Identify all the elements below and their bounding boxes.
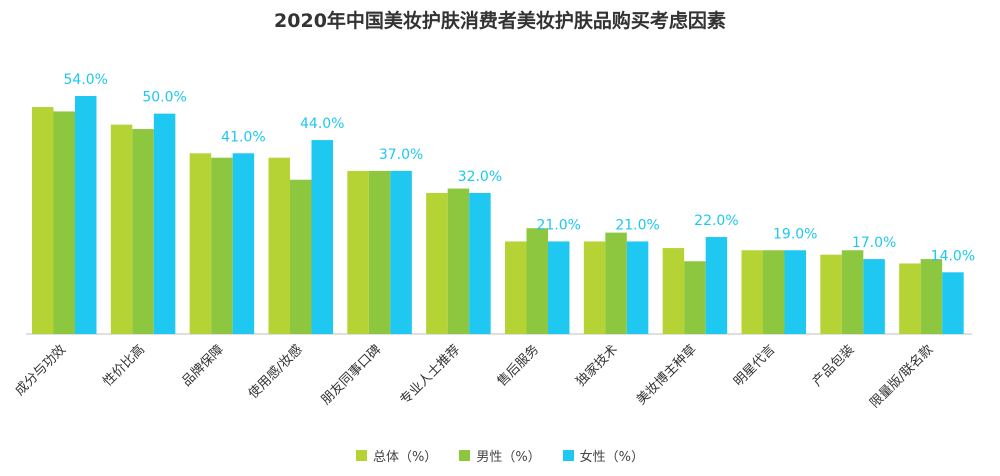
bar-male-4	[368, 170, 391, 334]
bar-female-11	[942, 272, 964, 334]
bar-male-8	[684, 261, 706, 334]
bar-overall-7	[583, 241, 606, 334]
chart-title: 2020年中国美妆护肤消费者美妆护肤品购买考虑因素	[274, 10, 726, 32]
category-label-6: 售后服务	[494, 342, 542, 390]
data-label-0: 54.0%	[64, 72, 108, 88]
category-label-4: 朋友同事口碑	[318, 342, 384, 408]
data-label-8: 22.0%	[694, 213, 738, 229]
bar-overall-6	[505, 241, 527, 334]
data-label-5: 32.0%	[458, 169, 502, 185]
bar-female-0	[75, 96, 97, 334]
data-label-11: 14.0%	[931, 248, 975, 264]
data-label-10: 17.0%	[852, 235, 896, 251]
bar-female-7	[626, 241, 649, 334]
category-label-3: 使用感/妆感	[245, 342, 305, 402]
category-label-11: 限量版/联名款	[867, 342, 937, 412]
bar-overall-2	[189, 153, 212, 334]
category-label-5: 专业人士推荐	[397, 342, 463, 408]
bar-male-0	[53, 111, 75, 334]
bar-overall-8	[662, 248, 685, 334]
legend-label-overall: 总体（%）	[372, 450, 438, 465]
bar-overall-9	[741, 250, 763, 334]
bar-female-8	[705, 237, 728, 334]
data-label-4: 37.0%	[379, 147, 423, 163]
bar-male-9	[763, 250, 785, 334]
category-label-10: 产品包装	[810, 342, 857, 389]
bar-female-2	[232, 153, 255, 334]
category-label-1: 性价比高	[100, 342, 148, 390]
chart-legend: 总体（%） 男性（%） 女性（%）	[0, 446, 1000, 465]
bar-overall-3	[268, 157, 290, 334]
bar-female-10	[863, 259, 885, 334]
bar-chart: 54.0% 成分与功效 50.0% 性价比高 41.0% 品牌保障 44.0% 使用感/妆感 3…	[12, 72, 975, 412]
legend-label-female: 女性（%）	[579, 450, 645, 465]
bar-male-7	[605, 232, 627, 334]
data-label-9: 19.0%	[773, 226, 817, 242]
category-label-8: 美妆博主种草	[634, 342, 700, 408]
bar-overall-10	[820, 254, 842, 334]
data-label-7: 21.0%	[615, 217, 659, 233]
legend-item-overall: 总体（%）	[355, 446, 438, 465]
legend-swatch-female	[562, 450, 574, 461]
bar-male-2	[211, 157, 233, 334]
bar-female-5	[469, 192, 491, 334]
bar-overall-4	[347, 170, 369, 334]
bar-female-6	[548, 241, 570, 334]
legend-swatch-overall	[355, 450, 367, 461]
legend-label-male: 男性（%）	[476, 450, 541, 465]
category-label-9: 明星代言	[731, 342, 778, 389]
bar-male-10	[841, 250, 864, 334]
category-label-0: 成分与功效	[12, 342, 69, 399]
bar-female-4	[390, 170, 412, 334]
data-label-1: 50.0%	[142, 90, 186, 106]
bar-female-1	[153, 113, 176, 334]
bar-male-6	[526, 228, 548, 334]
category-label-2: 品牌保障	[179, 342, 227, 390]
bar-overall-1	[110, 124, 133, 334]
bar-female-9	[784, 250, 806, 334]
bar-male-5	[447, 188, 470, 334]
data-label-3: 44.0%	[300, 116, 344, 132]
bar-overall-11	[899, 263, 921, 334]
legend-item-male: 男性（%）	[459, 446, 541, 465]
legend-item-female: 女性（%）	[562, 446, 645, 465]
bar-overall-5	[426, 192, 448, 334]
bar-female-3	[311, 140, 333, 334]
legend-swatch-male	[459, 450, 471, 461]
data-label-6: 21.0%	[537, 217, 581, 233]
bar-male-1	[132, 129, 154, 334]
bar-overall-0	[32, 107, 54, 334]
bar-male-3	[290, 179, 312, 334]
category-label-7: 独家技术	[573, 342, 621, 390]
data-label-2: 41.0%	[221, 129, 265, 145]
bar-male-11	[920, 259, 943, 334]
